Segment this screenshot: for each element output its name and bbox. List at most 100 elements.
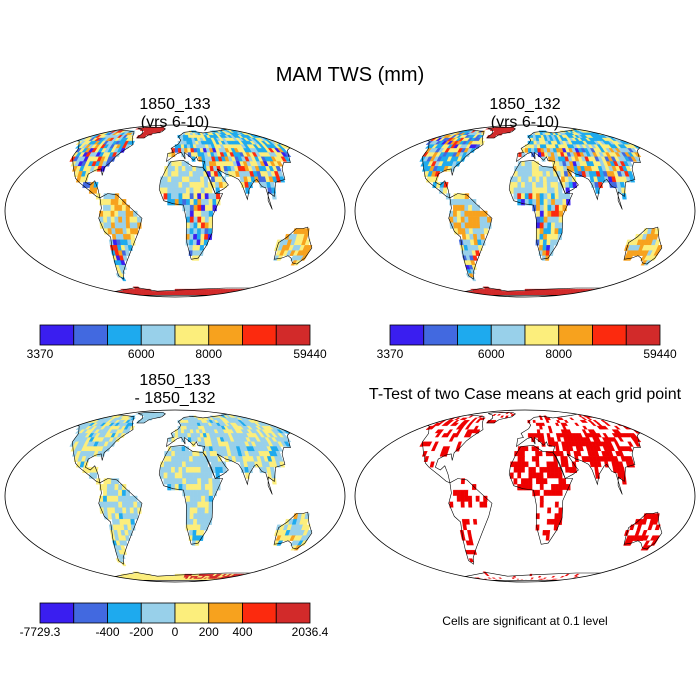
grid-cell bbox=[427, 132, 436, 136]
grid-cell bbox=[185, 451, 190, 457]
grid-cell bbox=[178, 456, 183, 462]
grid-cell bbox=[447, 291, 456, 293]
grid-cell bbox=[110, 501, 116, 508]
grid-cell bbox=[200, 461, 205, 468]
grid-cell bbox=[196, 187, 202, 194]
grid-cell bbox=[75, 132, 84, 136]
grid-cell bbox=[181, 451, 186, 457]
grid-cell bbox=[517, 187, 522, 194]
grid-cell bbox=[415, 288, 425, 292]
grid-cell bbox=[539, 210, 545, 218]
grid-cell bbox=[185, 472, 191, 479]
grid-cell bbox=[463, 292, 471, 295]
grid-cell bbox=[558, 199, 563, 206]
grid-cell bbox=[477, 245, 483, 251]
grid-cell bbox=[256, 417, 265, 421]
grid-cell bbox=[163, 478, 168, 485]
grid-cell bbox=[85, 417, 94, 421]
panel-2-title: 1850_132 (yrs 6-10) bbox=[405, 96, 645, 132]
grid-cell bbox=[96, 578, 105, 580]
grid-cell bbox=[212, 484, 217, 491]
grid-cell bbox=[433, 293, 444, 295]
greenland-coastline bbox=[486, 126, 516, 139]
grid-cell bbox=[181, 176, 187, 183]
grid-cell bbox=[172, 291, 176, 293]
grid-cell bbox=[57, 286, 66, 290]
grid-cell bbox=[597, 130, 605, 134]
grid-cell bbox=[428, 292, 439, 295]
grid-cell bbox=[182, 199, 187, 206]
grid-cell bbox=[285, 134, 294, 139]
grid-cell bbox=[491, 134, 497, 139]
grid-cell bbox=[107, 577, 115, 580]
grid-cell bbox=[283, 152, 292, 158]
grid-cell bbox=[97, 576, 106, 578]
grid-cell bbox=[417, 134, 427, 139]
grid-cell bbox=[445, 130, 453, 134]
grid-cell bbox=[85, 292, 95, 295]
grid-cell bbox=[626, 422, 636, 427]
grid-cell bbox=[163, 181, 168, 189]
grid-cell bbox=[163, 187, 168, 194]
grid-cell bbox=[448, 292, 457, 295]
grid-cell bbox=[269, 132, 278, 136]
grid-cell bbox=[243, 577, 252, 580]
grid-cell bbox=[125, 495, 130, 503]
grid-cell bbox=[249, 293, 259, 295]
grid-cell bbox=[633, 152, 642, 158]
grid-cell bbox=[631, 132, 641, 136]
grid-cell bbox=[189, 204, 195, 212]
grid-cell bbox=[616, 417, 625, 421]
grid-cell bbox=[197, 507, 202, 514]
grid-cell bbox=[427, 420, 437, 424]
grid-cell bbox=[93, 130, 101, 134]
grid-cell bbox=[266, 417, 275, 421]
grid-cell bbox=[629, 132, 638, 136]
grid-cell bbox=[208, 216, 213, 223]
grid-cell bbox=[524, 161, 529, 167]
grid-cell bbox=[94, 292, 103, 295]
grid-cell bbox=[640, 134, 649, 139]
grid-cell bbox=[208, 489, 214, 497]
grid-cell bbox=[479, 210, 484, 218]
grid-cell bbox=[611, 130, 620, 134]
grid-cell bbox=[85, 132, 94, 136]
grid-cell bbox=[113, 577, 121, 580]
grid-cell bbox=[125, 222, 131, 229]
grid-cell bbox=[196, 472, 202, 479]
grid-cell bbox=[524, 176, 529, 183]
grid-cell bbox=[230, 578, 238, 580]
grid-cell bbox=[624, 132, 633, 136]
grid-cell bbox=[180, 433, 185, 438]
grid-cell bbox=[443, 130, 451, 134]
grid-cell bbox=[204, 484, 210, 491]
grid-cell bbox=[420, 132, 429, 136]
grid-cell bbox=[547, 193, 552, 200]
grid-cell bbox=[475, 250, 481, 256]
grid-cell bbox=[129, 216, 134, 223]
grid-cell bbox=[629, 134, 638, 139]
grid-cell bbox=[417, 420, 427, 424]
grid-cell bbox=[435, 132, 444, 136]
grid-cell bbox=[283, 425, 293, 430]
grid-cell bbox=[475, 210, 480, 218]
grid-cell bbox=[121, 265, 128, 270]
grid-cell bbox=[611, 132, 620, 136]
grid-cell bbox=[106, 495, 112, 503]
grid-cell bbox=[550, 233, 555, 241]
grid-cell bbox=[547, 222, 552, 229]
south-america-coastline bbox=[448, 193, 493, 280]
grid-cell bbox=[259, 577, 269, 580]
grid-cell bbox=[590, 293, 598, 295]
grid-cell bbox=[427, 417, 436, 421]
grid-cell bbox=[531, 166, 536, 172]
grid-cell bbox=[107, 507, 112, 514]
grid-cell bbox=[456, 216, 462, 223]
grid-cell bbox=[65, 288, 75, 292]
grid-cell bbox=[420, 288, 430, 292]
grid-cell bbox=[114, 210, 119, 218]
grid-cell bbox=[538, 166, 543, 172]
grid-cell bbox=[102, 495, 108, 503]
grid-cell bbox=[102, 210, 108, 218]
grid-cell bbox=[601, 292, 611, 295]
